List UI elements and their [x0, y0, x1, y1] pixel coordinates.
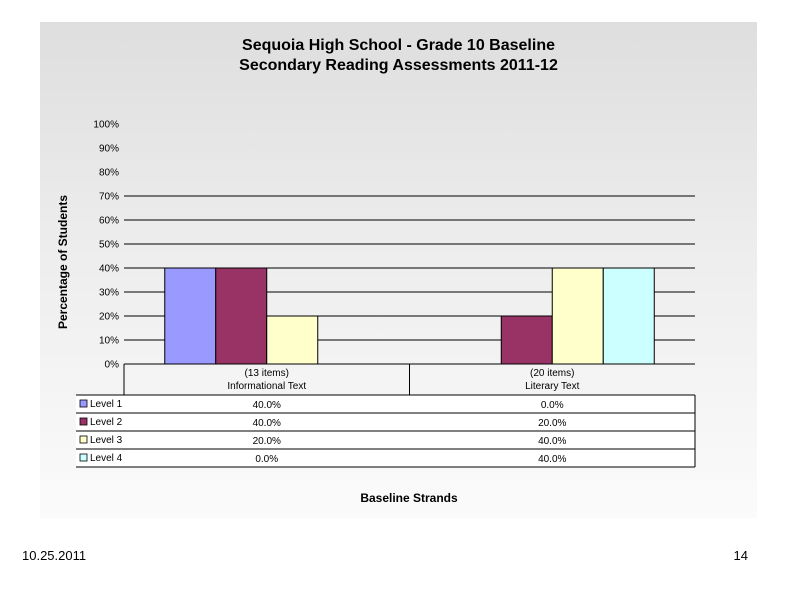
category-label-count: (13 items): [245, 368, 289, 379]
data-table-value: 40.0%: [538, 454, 566, 465]
chart-title-line-2: Secondary Reading Assessments 2011-12: [239, 57, 558, 74]
category-label-name: Informational Text: [227, 381, 306, 392]
y-tick-label: 90%: [99, 144, 119, 155]
y-tick-label: 60%: [99, 216, 119, 227]
chart-title: Sequoia High School - Grade 10 Baseline …: [40, 36, 757, 76]
bar-1-1: [164, 267, 217, 365]
data-table-value: 0.0%: [541, 400, 564, 411]
chart-title-line-1: Sequoia High School - Grade 10 Baseline: [242, 37, 555, 54]
y-axis-label: Percentage of Students: [56, 195, 70, 329]
data-table-value: 20.0%: [538, 418, 566, 429]
y-tick-label: 20%: [99, 312, 119, 323]
bar-3-1: [266, 315, 319, 365]
y-tick-label: 70%: [99, 192, 119, 203]
data-table-value: 40.0%: [253, 400, 281, 411]
legend-swatch-level-4: [79, 453, 88, 462]
bar-4-2: [602, 267, 655, 365]
legend-label-level-3: Level 3: [90, 435, 123, 446]
page-number: 14: [733, 548, 748, 563]
legend-label-level-1: Level 1: [90, 399, 123, 410]
y-tick-label: 10%: [99, 336, 119, 347]
data-table-value: 0.0%: [255, 454, 278, 465]
data-table-value: 20.0%: [253, 436, 281, 447]
y-tick-label: 80%: [99, 168, 119, 179]
legend-label-level-4: Level 4: [90, 453, 123, 464]
category-label-name: Literary Text: [525, 381, 580, 392]
y-tick-label: 30%: [99, 288, 119, 299]
footer-date: 10.25.2011: [22, 548, 87, 563]
y-tick-label: 0%: [105, 360, 120, 371]
x-axis-label: Baseline Strands: [360, 491, 458, 505]
legend-swatch-level-2: [79, 417, 88, 426]
y-tick-label: 50%: [99, 240, 119, 251]
category-label-count: (20 items): [530, 368, 574, 379]
data-table-value: 40.0%: [538, 436, 566, 447]
bar-2-2: [500, 315, 553, 365]
legend-swatch-level-3: [79, 435, 88, 444]
legend-label-level-2: Level 2: [90, 417, 123, 428]
y-tick-label: 40%: [99, 264, 119, 275]
data-table-value: 40.0%: [253, 418, 281, 429]
legend-swatch-level-1: [79, 399, 88, 408]
y-tick-label: 100%: [93, 120, 119, 131]
bar-3-2: [551, 267, 604, 365]
bar-2-1: [215, 267, 268, 365]
